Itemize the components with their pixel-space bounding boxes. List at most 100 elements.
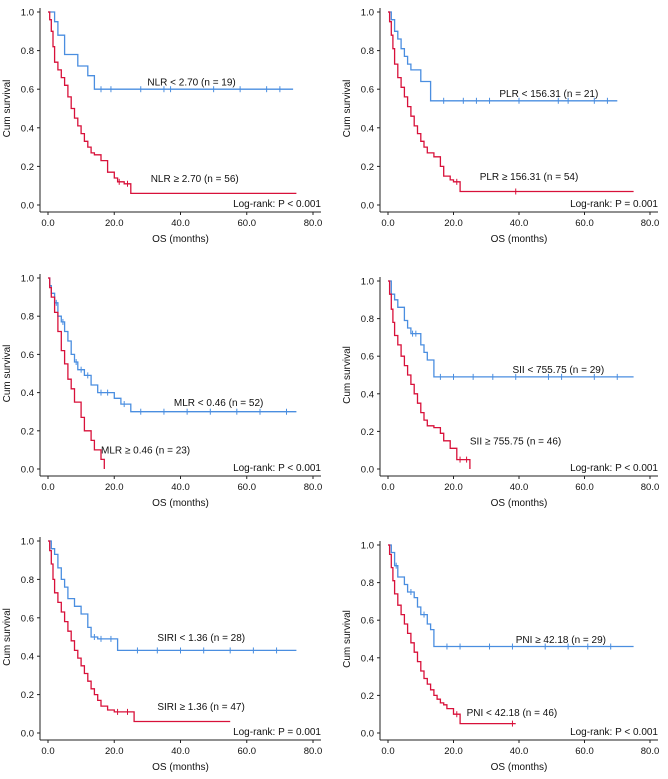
survival-curve-low: [48, 277, 297, 413]
y-axis-title: Cum survival: [2, 80, 13, 138]
km-panel-pni: 0.0 0.2 0.4 0.6 0.8 1.0 0.0 20.0 40.0 60.0 80.0 Cum…: [342, 541, 659, 774]
y-tick-label: 0.0: [361, 465, 374, 476]
y-tick-label: 0.8: [21, 575, 34, 586]
survival-curve-high: [48, 540, 231, 723]
x-tick-label: 60.0: [575, 218, 594, 229]
x-axis-title: OS (months): [152, 234, 209, 245]
y-tick-label: 0.8: [361, 46, 374, 57]
y-tick-label: 0.4: [21, 123, 34, 134]
y-tick-label: 1.0: [361, 541, 374, 552]
y-tick-label: 1.0: [21, 537, 34, 548]
y-tick-label: 0.4: [21, 388, 34, 399]
series-label: SII ≥ 755.75 (n = 46): [470, 437, 561, 448]
series-label: SIRI < 1.36 (n = 28): [157, 633, 245, 644]
y-tick-label: 0.8: [361, 314, 374, 325]
y-tick-label: 0.6: [361, 352, 374, 363]
y-tick-label: 0.2: [361, 691, 374, 702]
logrank-text: Log-rank: P = 0.001: [570, 199, 658, 210]
x-axis-title: OS (months): [152, 498, 209, 509]
logrank-text: Log-rank: P < 0.001: [570, 463, 658, 474]
km-panel-mlr: 0.0 0.2 0.4 0.6 0.8 1.0 0.0 20.0 40.0 60.0 80.0 Cum…: [2, 274, 322, 510]
series-label: SII < 755.75 (n = 29): [512, 365, 604, 376]
x-axis-title: OS (months): [152, 762, 209, 773]
x-tick-label: 60.0: [238, 746, 257, 757]
km-panel-nlr: 0.0 0.2 0.4 0.6 0.8 1.0 0.0 20.0 40.0 60.0 80.0 Cum…: [2, 8, 322, 246]
y-tick-label: 0.2: [21, 162, 34, 173]
x-tick-label: 40.0: [171, 482, 190, 493]
x-tick-label: 0.0: [41, 218, 54, 229]
y-tick-label: 1.0: [21, 8, 34, 19]
x-tick-label: 20.0: [105, 746, 124, 757]
survival-curve-low: [388, 544, 634, 648]
y-tick-label: 1.0: [361, 8, 374, 19]
x-tick-label: 0.0: [381, 482, 394, 493]
x-axis-title: OS (months): [491, 762, 548, 773]
x-tick-label: 20.0: [444, 746, 463, 757]
y-tick-label: 0.0: [21, 729, 34, 740]
x-tick-label: 0.0: [41, 482, 54, 493]
y-tick-label: 0.0: [21, 465, 34, 476]
survival-curve-low: [388, 11, 618, 102]
x-tick-label: 80.0: [304, 746, 323, 757]
x-tick-label: 20.0: [105, 218, 124, 229]
x-tick-label: 0.0: [381, 218, 394, 229]
y-tick-label: 0.8: [361, 578, 374, 589]
y-tick-label: 0.8: [21, 46, 34, 57]
x-tick-label: 80.0: [304, 482, 323, 493]
x-tick-label: 80.0: [304, 218, 323, 229]
series-label: MLR < 0.46 (n = 52): [174, 398, 264, 409]
km-panel-sii: 0.0 0.2 0.4 0.6 0.8 1.0 0.0 20.0 40.0 60.0 80.0 Cum…: [342, 277, 659, 510]
survival-curve-low: [48, 11, 294, 90]
x-tick-label: 0.0: [41, 746, 54, 757]
y-axis-title: Cum survival: [2, 345, 13, 403]
y-axis-title: Cum survival: [342, 80, 353, 138]
x-tick-label: 60.0: [238, 218, 257, 229]
logrank-text: Log-rank: P < 0.001: [570, 727, 658, 738]
survival-curve-low: [388, 280, 634, 378]
y-tick-label: 0.6: [361, 616, 374, 627]
survival-curve-high: [388, 280, 471, 469]
series-label: PLR < 156.31 (n = 21): [499, 89, 598, 100]
series-label: PNI < 42.18 (n = 46): [467, 708, 558, 719]
series-label: PNI ≥ 42.18 (n = 29): [516, 635, 606, 646]
y-tick-label: 0.2: [361, 162, 374, 173]
survival-curve-low: [48, 540, 297, 652]
y-tick-label: 0.6: [21, 85, 34, 96]
x-tick-label: 40.0: [510, 482, 529, 493]
y-tick-label: 0.0: [361, 201, 374, 212]
logrank-text: Log-rank: P = 0.001: [233, 727, 321, 738]
y-tick-label: 0.0: [21, 201, 34, 212]
survival-curve-high: [48, 11, 297, 195]
x-tick-label: 0.0: [381, 746, 394, 757]
y-tick-label: 0.4: [361, 123, 374, 134]
x-tick-label: 60.0: [575, 482, 594, 493]
x-tick-label: 80.0: [641, 746, 660, 757]
y-axis-title: Cum survival: [342, 346, 353, 404]
y-tick-label: 0.4: [361, 653, 374, 664]
logrank-text: Log-rank: P < 0.001: [233, 199, 321, 210]
x-tick-label: 40.0: [171, 746, 190, 757]
x-tick-label: 80.0: [641, 218, 660, 229]
series-label: SIRI ≥ 1.36 (n = 47): [157, 702, 244, 713]
x-tick-label: 20.0: [444, 218, 463, 229]
series-label: NLR < 2.70 (n = 19): [147, 77, 235, 88]
x-tick-label: 40.0: [510, 746, 529, 757]
series-label: PLR ≥ 156.31 (n = 54): [480, 172, 579, 183]
logrank-text: Log-rank: P < 0.001: [233, 463, 321, 474]
y-tick-label: 0.0: [361, 729, 374, 740]
y-axis-title: Cum survival: [2, 608, 13, 666]
survival-curve-high: [48, 277, 105, 469]
survival-curve-high: [388, 11, 634, 193]
y-tick-label: 0.6: [21, 350, 34, 361]
x-tick-label: 40.0: [510, 218, 529, 229]
y-tick-label: 1.0: [361, 277, 374, 288]
x-tick-label: 60.0: [575, 746, 594, 757]
x-tick-label: 20.0: [444, 482, 463, 493]
x-tick-label: 80.0: [641, 482, 660, 493]
y-tick-label: 0.6: [21, 613, 34, 624]
y-tick-label: 0.4: [21, 652, 34, 663]
y-tick-label: 0.2: [361, 427, 374, 438]
y-tick-label: 0.8: [21, 312, 34, 323]
km-panel-siri: 0.0 0.2 0.4 0.6 0.8 1.0 0.0 20.0 40.0 60.0 80.0 Cum…: [2, 537, 322, 774]
